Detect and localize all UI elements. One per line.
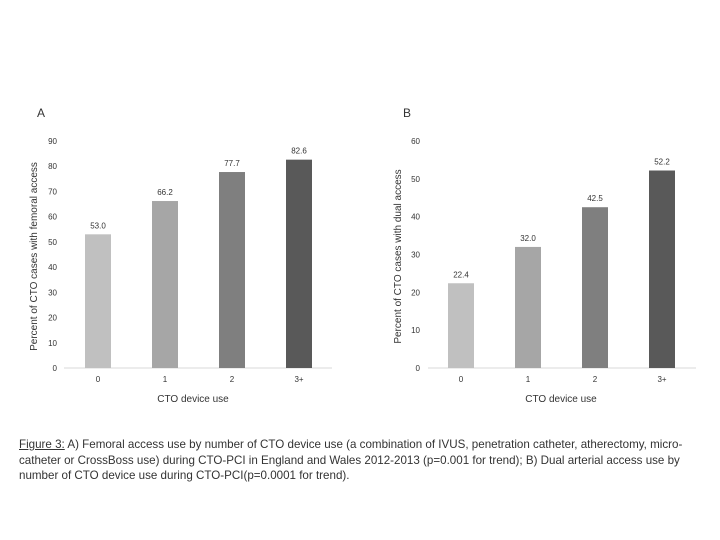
chart-b-panel-label: B — [403, 106, 411, 120]
chart-b-x-tick-label: 0 — [459, 375, 464, 384]
chart-a-x-tick-label: 2 — [230, 375, 235, 384]
chart-b-y-tick-label: 0 — [416, 364, 421, 373]
chart-b-bar — [649, 170, 675, 368]
chart-b-y-tick-label: 10 — [411, 326, 420, 335]
chart-a-bar — [286, 159, 312, 368]
chart-a-y-tick-label: 40 — [48, 263, 57, 272]
chart-a-y-tick-label: 60 — [48, 213, 57, 222]
chart-a-y-tick-label: 10 — [48, 339, 57, 348]
chart-a-data-label: 82.6 — [291, 147, 307, 156]
chart-a-y-tick-label: 0 — [53, 364, 58, 373]
chart-b-y-tick-label: 40 — [411, 213, 420, 222]
chart-a-panel-label: A — [37, 106, 45, 120]
chart-b-data-label: 22.4 — [453, 270, 469, 279]
chart-b-x-tick-label: 3+ — [657, 375, 666, 384]
chart-b-y-tick-label: 50 — [411, 175, 420, 184]
chart-b-y-tick-label: 60 — [411, 137, 420, 146]
chart-a-x-tick-label: 0 — [96, 375, 101, 384]
chart-b-x-axis-title: CTO device use — [525, 394, 597, 405]
chart-b-y-tick-label: 20 — [411, 288, 420, 297]
chart-a-bar — [219, 172, 245, 368]
chart-a-y-tick-label: 50 — [48, 238, 57, 247]
figure-label: Figure 3: — [19, 438, 65, 451]
chart-b-data-label: 42.5 — [587, 194, 603, 203]
chart-a-bar — [85, 234, 111, 368]
chart-a-bar — [152, 201, 178, 368]
chart-b-y-axis-title: Percent of CTO cases with dual access — [393, 169, 404, 343]
chart-a-x-axis-title: CTO device use — [157, 394, 229, 405]
chart-b-bar — [448, 283, 474, 368]
chart-a-data-label: 53.0 — [90, 221, 106, 230]
chart-a-x-tick-label: 3+ — [294, 375, 303, 384]
chart-b-bar — [582, 207, 608, 368]
chart-a-data-label: 77.7 — [224, 159, 240, 168]
chart-a-data-label: 66.2 — [157, 188, 173, 197]
chart-a-y-tick-label: 20 — [48, 314, 57, 323]
chart-b-x-tick-label: 2 — [593, 375, 598, 384]
chart-b-x-tick-label: 1 — [526, 375, 531, 384]
chart-a-y-tick-label: 90 — [48, 137, 57, 146]
chart-b-data-label: 32.0 — [520, 234, 536, 243]
figure-caption: Figure 3: A) Femoral access use by numbe… — [19, 437, 709, 484]
chart-b-bar — [515, 246, 541, 368]
caption-text: A) Femoral access use by number of CTO d… — [19, 438, 683, 482]
chart-b-y-tick-label: 30 — [411, 251, 420, 260]
chart-a-x-tick-label: 1 — [163, 375, 168, 384]
chart-b-data-label: 52.2 — [654, 158, 670, 167]
chart-a-y-axis-title: Percent of CTO cases with femoral access — [29, 162, 40, 351]
chart-a-y-tick-label: 30 — [48, 288, 57, 297]
chart-a-y-tick-label: 80 — [48, 162, 57, 171]
chart-a-y-tick-label: 70 — [48, 187, 57, 196]
